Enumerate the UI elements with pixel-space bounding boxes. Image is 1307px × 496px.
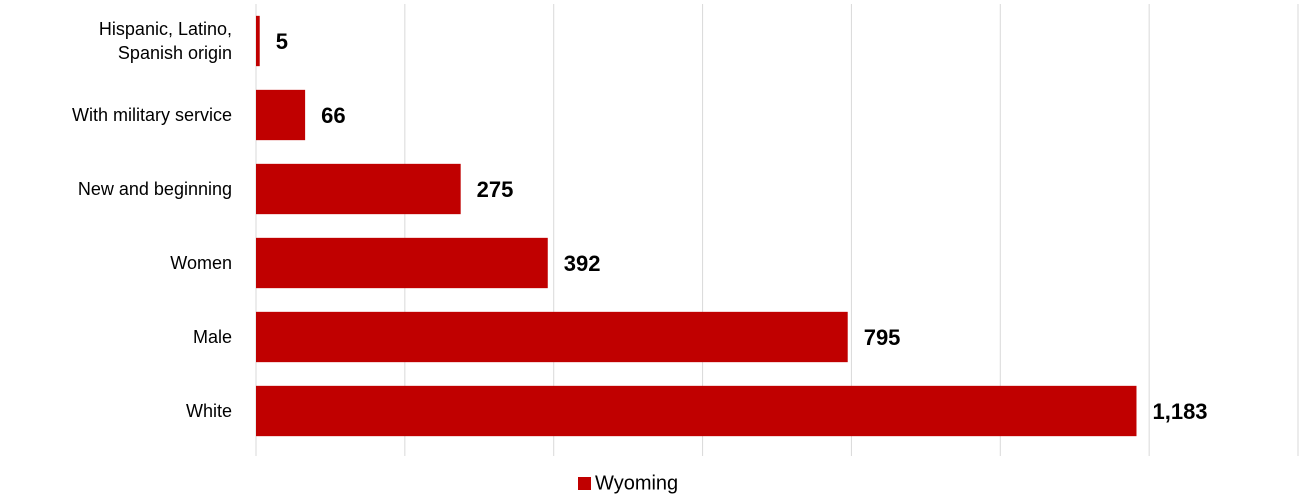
value-label: 275 <box>477 177 514 202</box>
value-label: 1,183 <box>1152 399 1207 424</box>
value-label: 5 <box>276 29 288 54</box>
legend-swatch <box>578 477 591 490</box>
category-label-box: Women <box>170 253 232 273</box>
y-tick-label: Hispanic, Latino, Spanish origin <box>98 19 232 63</box>
category-label-box: White <box>185 401 232 421</box>
y-tick-label: White <box>185 401 232 421</box>
category-label-box: Hispanic, Latino, Spanish origin <box>98 19 232 63</box>
category-label-box: Male <box>192 327 232 347</box>
bar <box>256 385 1137 437</box>
value-label: 795 <box>864 325 901 350</box>
category-label-box: With military service <box>71 105 232 125</box>
y-tick-label: With military service <box>71 105 232 125</box>
value-label: 66 <box>321 103 345 128</box>
y-tick-label: Women <box>170 253 232 273</box>
bar <box>256 89 306 141</box>
y-tick-label: Male <box>192 327 232 347</box>
category-label-box: New and beginning <box>77 179 232 199</box>
value-label: 392 <box>564 251 601 276</box>
legend-label: Wyoming <box>595 472 678 494</box>
bar <box>256 15 260 67</box>
bar <box>256 237 548 289</box>
y-tick-label: New and beginning <box>77 179 232 199</box>
bar <box>256 311 848 363</box>
bar <box>256 163 461 215</box>
